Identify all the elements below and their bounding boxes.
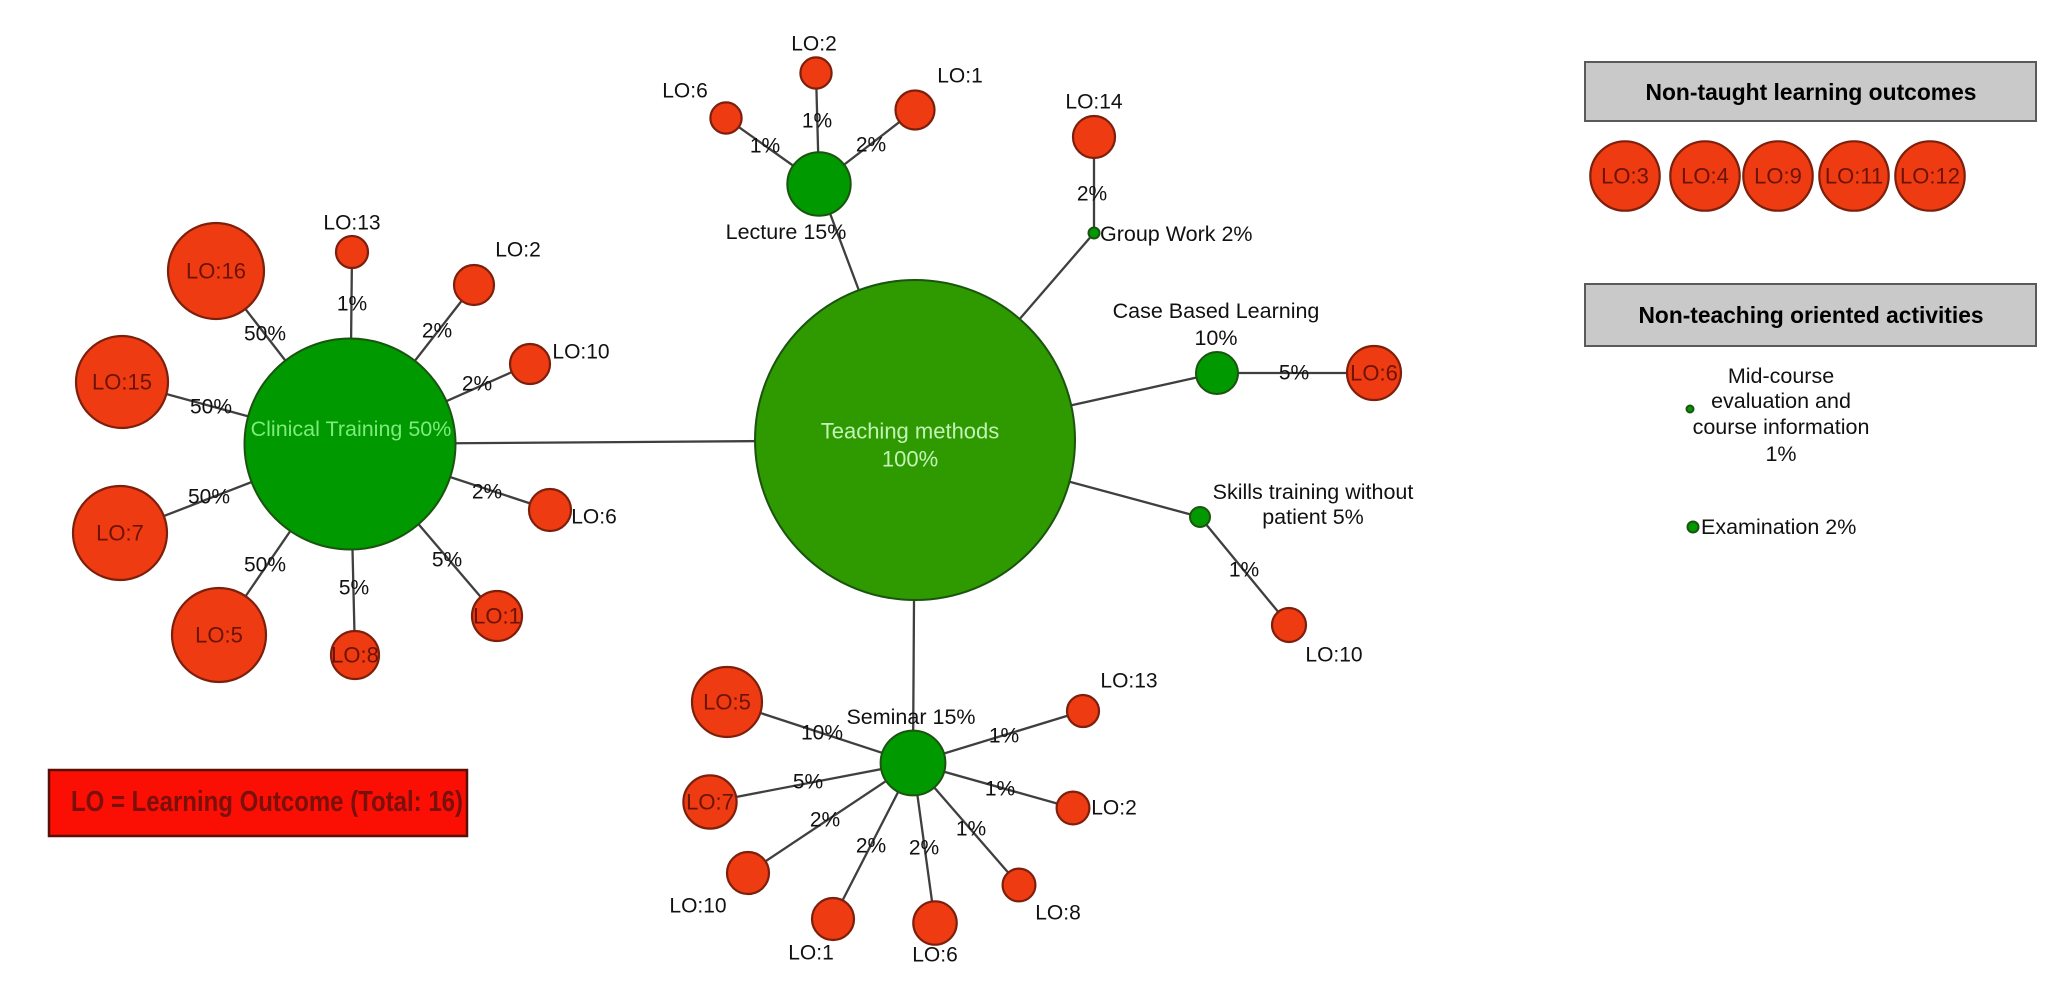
svg-text:LO:4: LO:4 xyxy=(1681,164,1729,189)
svg-text:LO:7: LO:7 xyxy=(686,790,734,815)
svg-text:LO:1: LO:1 xyxy=(473,604,521,629)
svg-text:LO:12: LO:12 xyxy=(1900,164,1960,189)
svg-text:2%: 2% xyxy=(810,809,840,832)
svg-text:50%: 50% xyxy=(244,323,286,346)
svg-text:LO:16: LO:16 xyxy=(186,259,246,284)
svg-text:LO:10: LO:10 xyxy=(669,895,726,918)
svg-text:5%: 5% xyxy=(1279,362,1309,385)
svg-text:2%: 2% xyxy=(909,837,939,860)
svg-text:Skills training without: Skills training without xyxy=(1213,480,1414,504)
svg-text:Case Based Learning: Case Based Learning xyxy=(1113,299,1320,323)
svg-text:50%: 50% xyxy=(188,486,230,509)
svg-text:LO:2: LO:2 xyxy=(791,33,837,56)
svg-text:LO:10: LO:10 xyxy=(552,341,609,364)
svg-text:10%: 10% xyxy=(801,722,843,745)
svg-text:Group Work 2%: Group Work 2% xyxy=(1100,222,1253,246)
svg-text:LO:6: LO:6 xyxy=(571,506,617,529)
svg-text:Clinical Training 50%: Clinical Training 50% xyxy=(251,417,452,441)
svg-text:Lecture 15%: Lecture 15% xyxy=(726,220,847,244)
svg-text:50%: 50% xyxy=(244,554,286,577)
svg-text:LO:1: LO:1 xyxy=(937,65,983,88)
svg-text:LO = Learning Outcome (Total:: LO = Learning Outcome (Total: 16) xyxy=(71,786,463,818)
svg-text:LO:7: LO:7 xyxy=(96,521,144,546)
svg-text:LO:2: LO:2 xyxy=(1091,797,1137,820)
svg-text:1%: 1% xyxy=(750,135,780,158)
svg-text:5%: 5% xyxy=(339,577,369,600)
svg-text:1%: 1% xyxy=(985,778,1015,801)
svg-text:1%: 1% xyxy=(956,818,986,841)
svg-text:LO:13: LO:13 xyxy=(1100,670,1157,693)
svg-text:LO:8: LO:8 xyxy=(331,643,379,668)
svg-text:1%: 1% xyxy=(802,110,832,133)
svg-text:5%: 5% xyxy=(793,771,823,794)
svg-text:2%: 2% xyxy=(856,134,886,157)
svg-text:LO:6: LO:6 xyxy=(662,80,708,103)
svg-text:Seminar 15%: Seminar 15% xyxy=(846,705,975,729)
svg-text:1%: 1% xyxy=(989,725,1019,748)
svg-text:1%: 1% xyxy=(1229,559,1259,582)
svg-text:2%: 2% xyxy=(422,320,452,343)
svg-text:100%: 100% xyxy=(882,447,938,472)
svg-text:2%: 2% xyxy=(472,481,502,504)
svg-text:patient 5%: patient 5% xyxy=(1262,505,1364,529)
svg-text:2%: 2% xyxy=(462,373,492,396)
svg-text:Mid-course: Mid-course xyxy=(1728,364,1834,388)
svg-text:LO:8: LO:8 xyxy=(1035,902,1081,925)
svg-text:5%: 5% xyxy=(432,549,462,572)
svg-text:Examination 2%: Examination 2% xyxy=(1701,515,1856,539)
svg-text:LO:6: LO:6 xyxy=(912,944,958,967)
svg-text:Teaching methods: Teaching methods xyxy=(821,419,1000,444)
svg-text:LO:9: LO:9 xyxy=(1754,164,1802,189)
svg-text:LO:6: LO:6 xyxy=(1350,361,1398,386)
svg-text:LO:10: LO:10 xyxy=(1305,644,1362,667)
svg-text:1%: 1% xyxy=(1765,442,1796,466)
svg-text:10%: 10% xyxy=(1194,326,1237,350)
svg-text:LO:5: LO:5 xyxy=(195,623,243,648)
svg-text:LO:2: LO:2 xyxy=(495,239,541,262)
svg-text:LO:5: LO:5 xyxy=(703,690,751,715)
svg-text:LO:3: LO:3 xyxy=(1601,164,1649,189)
svg-text:2%: 2% xyxy=(1077,183,1107,206)
svg-text:LO:14: LO:14 xyxy=(1065,91,1123,114)
svg-text:50%: 50% xyxy=(190,396,232,419)
svg-text:Non-taught learning outcomes: Non-taught learning outcomes xyxy=(1646,79,1977,105)
svg-text:Non-teaching oriented activiti: Non-teaching oriented activities xyxy=(1639,302,1984,328)
svg-text:LO:11: LO:11 xyxy=(1825,164,1883,189)
svg-text:LO:1: LO:1 xyxy=(788,942,834,965)
svg-text:LO:15: LO:15 xyxy=(92,370,152,395)
svg-text:1%: 1% xyxy=(337,293,367,316)
svg-text:2%: 2% xyxy=(856,835,886,858)
svg-text:course information: course information xyxy=(1693,415,1870,439)
svg-text:evaluation and: evaluation and xyxy=(1711,389,1851,413)
svg-text:LO:13: LO:13 xyxy=(323,212,380,235)
